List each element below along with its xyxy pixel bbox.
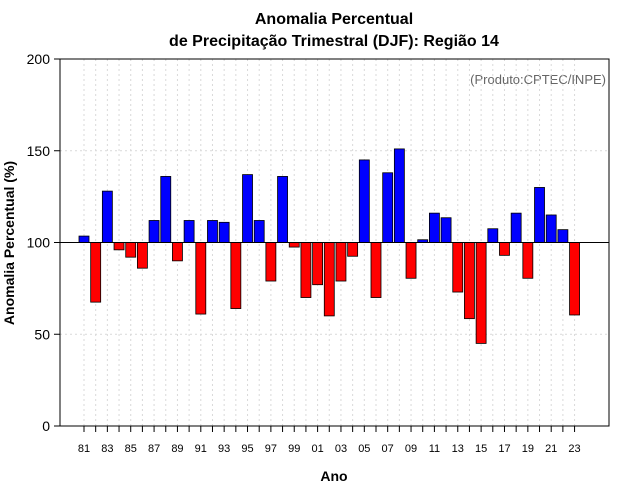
bar-91 <box>195 242 207 315</box>
y-tick-label: 0 <box>42 418 50 434</box>
x-axis-label: Ano <box>320 468 347 484</box>
x-tick-label: 09 <box>405 443 417 455</box>
bar-17 <box>499 242 510 256</box>
bar-11 <box>428 212 440 243</box>
bar-88 <box>160 176 172 243</box>
y-tick-label: 200 <box>27 51 51 67</box>
x-tick-label: 95 <box>241 443 253 455</box>
chart-annotation: (Produto:CPTEC/INPE) <box>470 72 606 87</box>
bar-85 <box>125 242 137 258</box>
bar-81 <box>78 235 90 243</box>
bar-15 <box>475 242 487 344</box>
x-tick-label: 21 <box>545 443 557 455</box>
bar-20 <box>534 187 545 243</box>
chart-title-line1: Anomalia Percentual <box>255 11 413 28</box>
x-tick-label: 99 <box>288 443 300 455</box>
x-tick-label: 81 <box>78 443 90 455</box>
bar-89 <box>172 242 183 262</box>
bar-07 <box>382 172 394 243</box>
bar-90 <box>183 220 195 243</box>
bar-16 <box>487 228 499 243</box>
x-tick-label: 91 <box>195 443 207 455</box>
x-tick-label: 89 <box>171 443 183 455</box>
bars-layer <box>78 148 580 344</box>
x-tick-label: 87 <box>148 443 160 455</box>
x-tick-label: 15 <box>475 443 487 455</box>
x-tick-label: 93 <box>218 443 230 455</box>
bar-98 <box>277 176 288 243</box>
x-tick-label: 97 <box>265 443 277 455</box>
x-tick-label: 13 <box>452 443 464 455</box>
bar-96 <box>253 220 265 243</box>
bar-21 <box>545 214 557 243</box>
bar-02 <box>323 242 335 317</box>
x-tick-label: 01 <box>311 443 323 455</box>
axes-layer: 0 50 100 150 200 81 83 85 87 89 91 93 95 97 99 01 03 05 07… <box>27 51 610 455</box>
y-tick-label: 50 <box>34 326 50 342</box>
bar-82 <box>90 242 102 303</box>
bar-03 <box>335 242 347 282</box>
bar-97 <box>265 242 277 282</box>
bar-84 <box>113 242 125 251</box>
bar-05 <box>358 159 370 243</box>
bar-18 <box>510 212 522 243</box>
bar-86 <box>136 242 148 269</box>
bar-06 <box>370 242 382 298</box>
bar-04 <box>347 242 359 257</box>
bar-12 <box>440 217 452 243</box>
x-tick-label: 07 <box>382 443 394 455</box>
x-tick-label: 17 <box>498 443 510 455</box>
y-axis-label: Anomalia Percentual (%) <box>1 161 17 325</box>
y-tick-label: 150 <box>27 143 51 159</box>
bar-83 <box>101 190 113 243</box>
x-tick-label: 11 <box>429 443 440 455</box>
y-tick-label: 100 <box>27 235 51 251</box>
bar-23 <box>569 242 580 316</box>
bar-22 <box>557 229 569 243</box>
bar-09 <box>405 242 417 279</box>
bar-13 <box>452 242 464 293</box>
x-tick-label: 19 <box>522 443 534 455</box>
bar-00 <box>300 242 312 298</box>
x-tick-label: 05 <box>358 443 370 455</box>
bar-08 <box>393 148 405 243</box>
bar-87 <box>148 220 160 243</box>
bar-93 <box>218 221 230 243</box>
bar-92 <box>207 220 218 243</box>
bar-01 <box>312 242 324 286</box>
bar-19 <box>522 242 534 279</box>
x-tick-label: 23 <box>568 443 580 455</box>
bar-99 <box>288 242 300 248</box>
bar-94 <box>230 242 242 309</box>
bar-95 <box>242 174 253 243</box>
x-tick-label: 03 <box>335 443 347 455</box>
bar-14 <box>464 242 475 320</box>
x-tick-label: 85 <box>125 443 137 455</box>
chart-title-line2: de Precipitação Trimestral (DJF): Região… <box>169 33 499 50</box>
x-tick-label: 83 <box>101 443 113 455</box>
